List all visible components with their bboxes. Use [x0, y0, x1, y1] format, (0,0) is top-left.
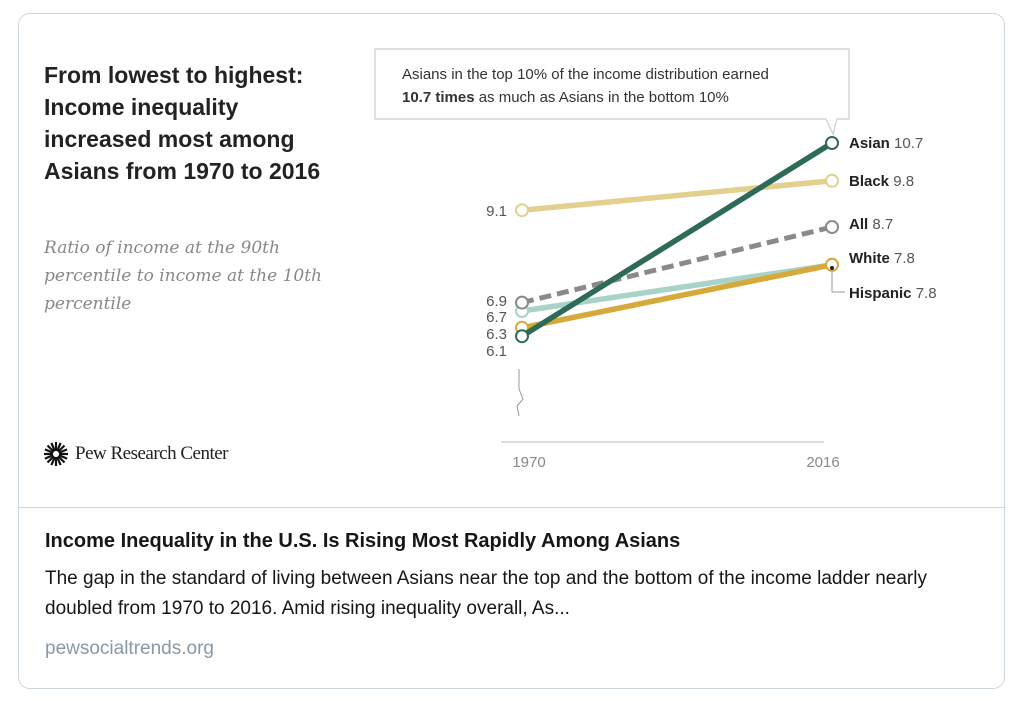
card-description: The gap in the standard of living betwee… [45, 568, 927, 619]
x-tick-label: 1970 [512, 454, 545, 471]
x-tick-label: 2016 [806, 454, 839, 471]
line-chart: 1970 2016 Asians in the top 10% of the inc… [374, 48, 937, 471]
data-point-all [515, 295, 529, 310]
series-line-asian [520, 140, 834, 339]
card-title[interactable]: Income Inequality in the U.S. Is Rising … [45, 530, 681, 552]
hispanic-leader-line [831, 268, 845, 293]
card-image[interactable]: From lowest to highest: Income inequalit… [19, 14, 1004, 508]
card-domain[interactable]: pewsocialtrends.org [45, 638, 214, 659]
hispanic-leader-dot [830, 266, 834, 270]
annotation-box [374, 48, 850, 136]
end-label-black: Black 9.8 [849, 173, 914, 190]
data-point-all [825, 220, 839, 234]
series-line-black [521, 178, 833, 213]
series-line-white [521, 262, 833, 331]
start-value-label: 6.9 [486, 293, 507, 310]
start-value-label: 6.7 [486, 309, 507, 326]
card-text[interactable]: Income Inequality in the U.S. Is Rising … [19, 508, 1004, 688]
pew-logo: Pew Research Center [43, 441, 229, 467]
axis-break-mark [516, 369, 524, 417]
end-label-asian: Asian 10.7 [849, 135, 923, 152]
chart-title: From lowest to highest: Income inequalit… [44, 62, 321, 184]
chart-subtitle: Ratio of income at the 90th percentile t… [44, 238, 322, 314]
data-point-asian [825, 136, 839, 150]
start-value-label: 6.1 [486, 343, 507, 360]
annotation-line1: Asians in the top 10% of the income dist… [402, 66, 769, 83]
data-point-black [515, 203, 529, 218]
start-value-label: 6.3 [486, 326, 507, 343]
data-point-asian [515, 329, 529, 344]
end-label-hispanic: Hispanic 7.8 [849, 285, 937, 302]
pew-sunburst-icon [44, 442, 68, 466]
end-label-all: All 8.7 [849, 216, 893, 233]
link-card[interactable]: From lowest to highest: Income inequalit… [18, 13, 1005, 689]
end-label-white: White 7.8 [849, 250, 915, 267]
annotation-line2: 10.7 times as much as Asians in the bott… [402, 89, 729, 106]
data-point-black [825, 173, 839, 188]
logo-text: Pew Research Center [75, 443, 229, 464]
start-value-label: 9.1 [486, 203, 507, 220]
